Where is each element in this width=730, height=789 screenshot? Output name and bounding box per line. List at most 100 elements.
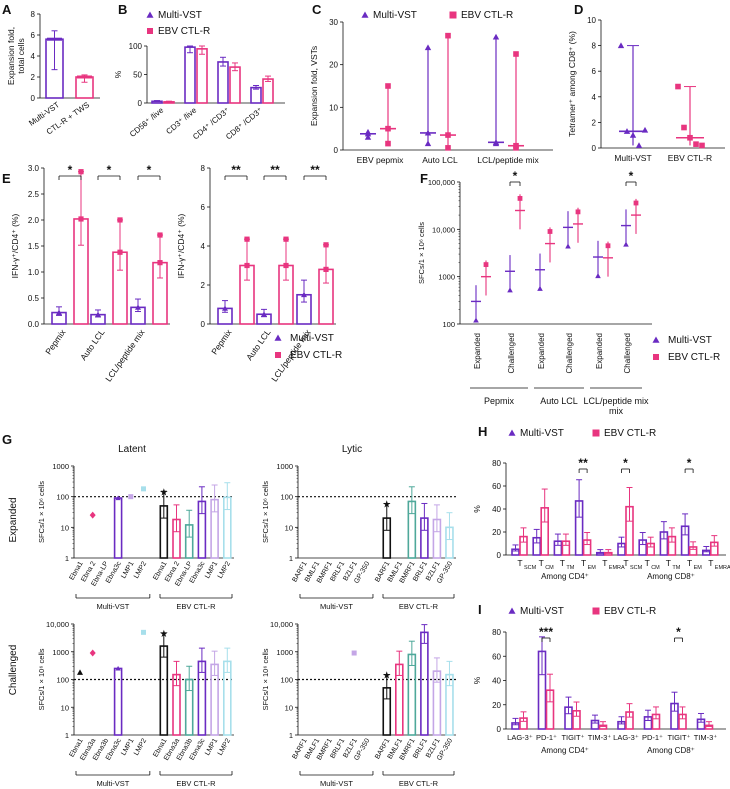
x-tick-label: PD-1⁺ [536, 733, 557, 742]
sig-label: * [629, 169, 634, 183]
point-square [117, 249, 123, 255]
point-square [547, 229, 553, 234]
y-tick-label: 10 [329, 103, 338, 112]
legend-label-ebv: EBV CTL-R [290, 350, 342, 361]
x-tick-label: T [539, 558, 544, 568]
point-triangle [77, 669, 83, 675]
x-tick-label: T [602, 558, 607, 568]
y-axis-title: Tetramer⁺ among CD8⁺ (%) [567, 31, 577, 137]
panel-label: G [2, 432, 12, 447]
y-tick-label: 10,000 [46, 620, 69, 629]
y-tick-label: 4 [31, 52, 36, 61]
x-tick-label: PD-1⁺ [642, 733, 663, 742]
y-tick-label: 0 [497, 725, 502, 734]
x-tick-label: CD56⁺ /live [128, 105, 166, 139]
point-square [699, 142, 705, 149]
x-tick-label: Challenged [565, 333, 574, 373]
y-tick-label: 100 [442, 320, 455, 329]
point-triangle [222, 305, 228, 311]
x-tick-label: LCL/peptide mix [477, 155, 539, 165]
x-tick-label: TIGIT⁺ [667, 733, 690, 742]
point-triangle [595, 273, 601, 279]
y-tick-label: 0 [201, 320, 206, 329]
row-label-expanded: Expanded [8, 497, 19, 542]
point-square [244, 262, 250, 269]
point-square [140, 629, 146, 635]
point-triangle [537, 285, 543, 291]
point-triangle [652, 336, 660, 343]
y-tick-label: 30 [329, 18, 338, 27]
panel-label: A [2, 2, 12, 17]
y-tick-label: 40 [492, 677, 501, 686]
point-square [687, 134, 693, 141]
x-tick-label: LMP2 [217, 737, 232, 756]
point-star: ★ [382, 499, 391, 510]
sig-label: * [623, 456, 628, 470]
y-tick-label: 100,000 [428, 178, 455, 187]
y-tick-label: 60 [492, 482, 501, 491]
y-tick-label: 8 [592, 42, 597, 51]
point-triangle [364, 134, 372, 140]
legend-label-multi: Multi-VST [373, 10, 417, 21]
y-tick-label: 1000 [52, 648, 69, 657]
y-tick-label: 4 [201, 242, 206, 251]
x-tick-label: LMP2 [133, 737, 148, 756]
y-tick-label: 1 [289, 731, 293, 740]
y-tick-label: 1 [289, 554, 293, 563]
x-tick-label: Expanded [473, 333, 482, 369]
y-tick-label: 1 [65, 554, 69, 563]
x-tick-subscript: EM [694, 565, 703, 571]
point-square [117, 217, 123, 223]
point-triangle [617, 42, 625, 49]
group-label: Multi-VST [320, 779, 353, 788]
x-tick-label: LCL/peptide mix [103, 327, 147, 384]
point-square [513, 51, 519, 57]
x-tick-subscript: SCM [524, 565, 537, 571]
legend-label-multi: Multi-VST [158, 10, 202, 21]
y-tick-label: 100 [56, 676, 69, 685]
bar [159, 645, 169, 736]
y-tick-label: 100 [56, 493, 69, 502]
y-tick-label: 2 [31, 73, 36, 82]
point-triangle [424, 140, 432, 147]
x-tick-label: T [708, 558, 713, 568]
panel-label: C [312, 2, 322, 17]
point-triangle [95, 311, 101, 318]
bar [196, 48, 208, 104]
x-tick-subscript: SCM [630, 565, 643, 571]
y-tick-label: 1000 [52, 462, 69, 471]
x-tick-label: T [560, 558, 565, 568]
bar [184, 46, 196, 104]
point-triangle [508, 607, 516, 614]
y-tick-label: 6 [592, 67, 597, 76]
group-label: Among CD8⁺ [647, 746, 695, 755]
y-tick-label: 1000 [276, 648, 293, 657]
bar [262, 78, 274, 104]
y-tick-label: 1.5 [28, 242, 40, 251]
x-tick-subscript: TM [672, 565, 680, 571]
bar [217, 61, 229, 104]
x-tick-subscript: TM [566, 565, 574, 571]
x-tick-label: T [687, 558, 692, 568]
legend-label-multi: Multi-VST [520, 606, 564, 617]
point-square [681, 124, 687, 131]
y-tick-label: 1.0 [28, 268, 40, 277]
group-label: Multi-VST [96, 602, 129, 611]
point-square [275, 352, 281, 358]
y-axis-title: SFCs/1 × 10⁶ cells [37, 481, 46, 543]
y-axis-title: % [472, 505, 482, 513]
x-tick-label: CD8⁺ /CD3⁺ [224, 106, 264, 142]
y-tick-label: 50 [133, 71, 142, 80]
point-square [323, 266, 329, 272]
x-tick-subscript: EM [588, 565, 597, 571]
x-tick-subscript: EMRA [609, 565, 625, 571]
y-tick-label: 80 [492, 628, 501, 637]
y-tick-label: 0 [334, 146, 339, 155]
point-triangle [623, 241, 629, 247]
point-triangle [507, 287, 513, 293]
point-triangle [629, 132, 637, 138]
group-label: EBV CTL-R [399, 779, 439, 788]
y-axis-title: SFCs/1 × 10⁶ cells [261, 648, 270, 710]
group-label: Among CD4⁺ [541, 746, 589, 755]
y-tick-label: 60 [492, 652, 501, 661]
